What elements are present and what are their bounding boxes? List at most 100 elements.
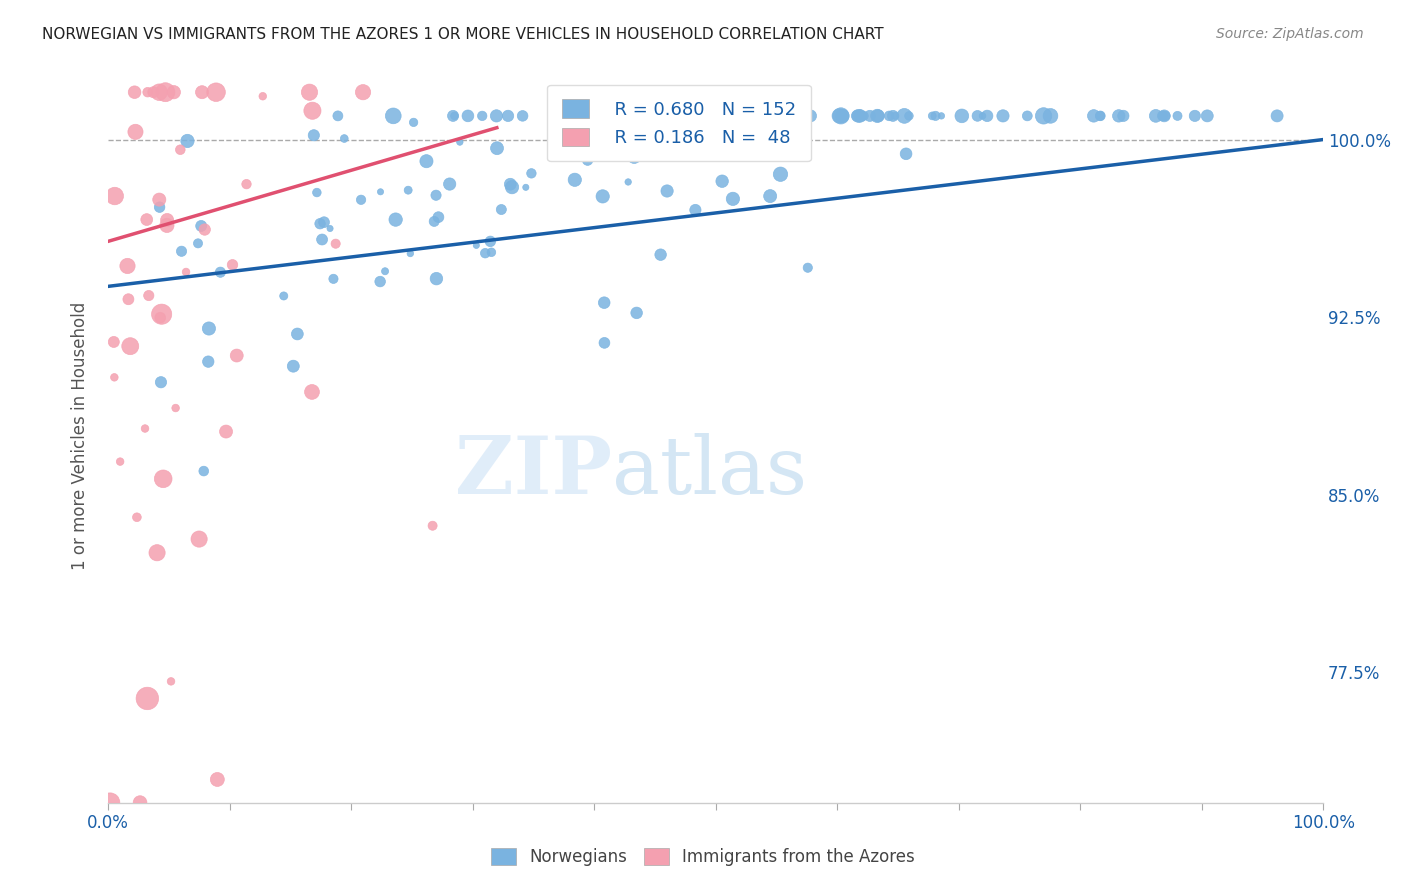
Point [319,221,342,235]
Point [868,109,890,123]
Point [671,109,693,123]
Point [370,185,392,199]
Text: ZIP: ZIP [456,434,612,511]
Point [846,109,869,123]
Point [661,109,683,123]
Point [325,236,347,251]
Point [134,421,156,435]
Point [893,109,915,123]
Point [593,335,616,350]
Point [155,85,177,99]
Point [108,454,131,468]
Point [136,691,159,706]
Point [301,103,323,118]
Point [427,210,450,224]
Point [666,132,689,146]
Legend:   R = 0.680   N = 152,   R = 0.186   N =  48: R = 0.680 N = 152, R = 0.186 N = 48 [547,85,811,161]
Point [146,546,169,560]
Point [852,109,875,123]
Point [117,259,139,273]
Point [976,109,998,123]
Point [187,236,209,251]
Point [866,109,889,123]
Point [135,212,157,227]
Point [859,109,882,123]
Point [136,85,159,99]
Point [425,188,447,202]
Point [124,125,146,139]
Point [198,321,221,335]
Point [828,109,851,123]
Point [1153,109,1175,123]
Point [148,85,170,99]
Legend: Norwegians, Immigrants from the Azores: Norwegians, Immigrants from the Azores [482,840,924,875]
Point [515,180,537,194]
Point [441,109,464,123]
Point [612,109,634,123]
Point [333,131,356,145]
Point [117,292,139,306]
Point [793,109,815,123]
Point [765,109,787,123]
Point [654,109,676,123]
Point [617,175,640,189]
Point [877,109,900,123]
Point [644,130,666,145]
Point [1017,109,1039,123]
Point [485,109,508,123]
Point [831,109,853,123]
Point [1083,109,1105,123]
Point [1032,109,1054,123]
Point [931,109,953,123]
Point [1197,109,1219,123]
Point [619,126,641,140]
Point [593,295,616,310]
Point [520,166,543,180]
Point [672,109,695,123]
Point [543,109,565,123]
Point [399,246,422,260]
Point [396,183,419,197]
Point [149,310,172,325]
Point [402,115,425,129]
Point [443,109,465,123]
Point [152,472,174,486]
Point [800,109,823,123]
Point [235,177,257,191]
Point [599,109,621,123]
Point [1112,109,1135,123]
Point [848,109,870,123]
Point [780,109,803,123]
Point [512,109,534,123]
Point [326,109,349,123]
Point [176,134,198,148]
Point [1088,109,1111,123]
Point [897,109,920,123]
Point [749,109,772,123]
Point [882,109,904,123]
Point [592,189,614,203]
Point [630,109,652,123]
Y-axis label: 1 or more Vehicles in Household: 1 or more Vehicles in Household [72,301,89,570]
Point [689,109,711,123]
Point [285,326,308,341]
Point [465,238,488,252]
Point [991,109,1014,123]
Point [966,109,988,123]
Point [593,109,616,123]
Point [415,154,437,169]
Point [302,128,325,143]
Point [165,401,187,415]
Point [681,129,703,144]
Point [191,85,214,99]
Point [1144,109,1167,123]
Point [655,184,678,198]
Point [1184,109,1206,123]
Point [205,85,228,99]
Point [457,109,479,123]
Point [382,109,405,123]
Point [849,109,872,123]
Point [124,85,146,99]
Point [149,200,172,214]
Point [225,349,247,363]
